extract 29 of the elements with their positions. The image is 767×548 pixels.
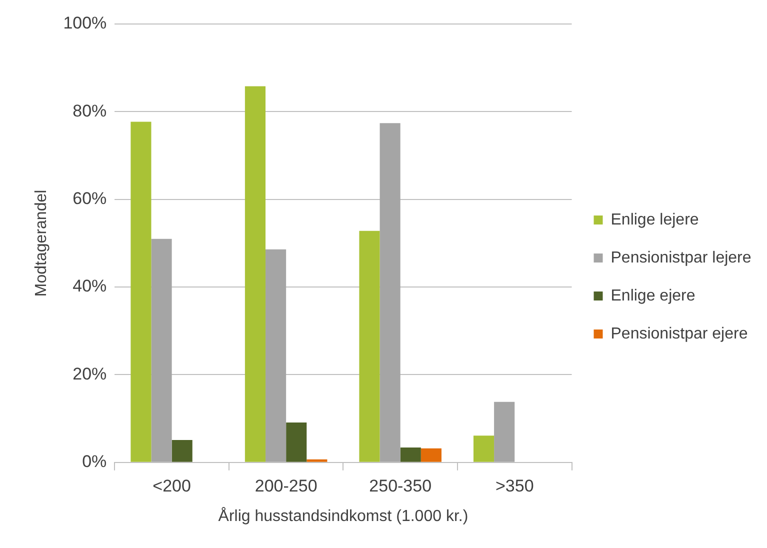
x-axis-title: Årlig husstandsindkomst (1.000 kr.) (218, 506, 468, 525)
bar (172, 440, 192, 462)
x-tick-label: <200 (152, 476, 191, 496)
bar (286, 422, 307, 462)
legend-label: Enlige lejere (610, 211, 699, 228)
bar (380, 123, 400, 462)
legend-label: Pensionistpar ejere (610, 325, 748, 342)
bar (306, 459, 328, 462)
bar (420, 448, 442, 462)
bar (400, 447, 421, 462)
y-tick-label: 60% (72, 189, 107, 208)
bar (494, 402, 515, 462)
bar (473, 436, 494, 462)
y-axis-title: Modtagerandel (33, 190, 50, 297)
x-tick-label: >350 (495, 476, 534, 496)
y-tick-label: 0% (82, 452, 107, 472)
bar (244, 86, 266, 462)
legend-label: Enlige ejere (610, 287, 696, 304)
y-tick-label: 100% (63, 14, 107, 33)
y-tick-label: 40% (72, 276, 107, 296)
bar (151, 238, 172, 462)
legend-label: Pensionistpar lejere (610, 249, 752, 266)
bar (266, 249, 286, 462)
y-tick-label: 20% (72, 364, 107, 384)
x-tick-label: 200-250 (254, 476, 318, 496)
bar (130, 122, 152, 462)
bar (359, 230, 380, 462)
y-tick-label: 80% (72, 101, 107, 120)
x-tick-label: 250-350 (369, 476, 432, 496)
